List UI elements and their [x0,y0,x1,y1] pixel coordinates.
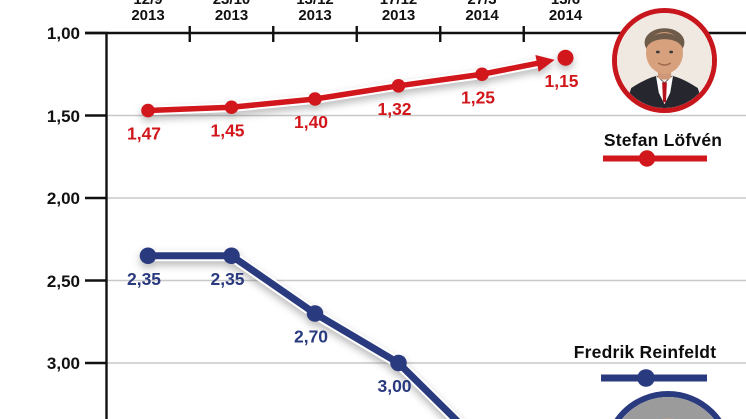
date-year: 2014 [465,7,499,24]
data-point-dot [390,354,407,372]
y-axis-tick-label: 2,00 [46,189,80,208]
data-point-dot [223,247,240,265]
data-point-dot [224,100,239,115]
x-axis-date-label: 12/92013 [109,0,187,24]
series-reinfeldt [139,247,464,419]
date-day-month: 13/12 [276,0,354,8]
x-axis-date-label: 17/122013 [360,0,438,24]
data-point-dot [391,79,406,93]
data-point-label: 1,40 [294,112,328,132]
date-year: 2013 [131,7,165,24]
data-point-dot [475,67,489,82]
legend-reinfeldt-marker-icon [601,369,707,387]
legend-loefven-label: Stefan Löfvén [603,130,723,150]
data-point-dot [306,305,324,322]
y-axis-tick-label: 3,00 [46,354,80,373]
data-point-label: 2,35 [210,269,244,289]
data-point-dot [139,247,157,265]
date-year: 2014 [548,7,583,24]
date-day-month: 12/9 [109,0,187,8]
x-axis-date-label: 23/102013 [193,0,271,24]
arrowhead-icon [535,55,555,72]
data-point-label: 1,25 [461,87,495,107]
x-axis-date-label: 13/122013 [276,0,354,24]
stefan-loefven-portrait [612,8,717,113]
data-point-dot [141,103,155,118]
date-day-month: 27/3 [443,0,521,8]
y-axis-tick-label: 1,00 [46,24,80,43]
y-axis-tick-label: 2,50 [46,271,80,291]
data-point-label: 1,45 [210,120,244,140]
data-point-label: 2,35 [127,269,161,289]
series-loefven [141,49,574,118]
date-day-month: 13/6 [527,0,605,8]
date-day-month: 17/12 [360,0,438,8]
date-year: 2013 [298,7,332,24]
data-point-label: 1,32 [377,99,411,119]
stefan-loefven-photo-illustration [617,13,712,108]
legend-loefven-marker-icon [603,150,707,167]
data-point-label: 2,70 [294,327,328,347]
legend-reinfeldt-label: Fredrik Reinfeldt [573,342,717,362]
y-axis-tick-label: 1,50 [46,106,80,126]
date-year: 2013 [214,7,249,24]
data-point-label: 1,47 [127,124,161,144]
date-day-month: 23/10 [193,0,271,8]
data-point-dot [308,92,322,106]
data-point-dot [557,49,574,66]
data-point-label: 3,00 [377,376,411,396]
data-point-label: 1,15 [544,71,578,91]
arrow-shaft [479,60,543,77]
x-axis-date-label: 13/62014 [527,0,605,24]
date-year: 2013 [381,7,416,24]
